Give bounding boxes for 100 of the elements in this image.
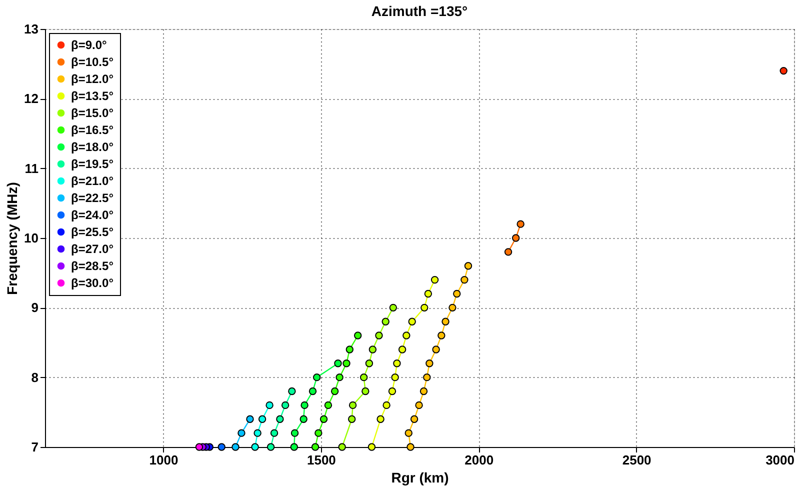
point [448, 304, 456, 312]
y-tick-label: 8 [31, 370, 38, 385]
point [312, 373, 321, 382]
legend-label: β=12.0° [71, 72, 114, 86]
point [365, 360, 374, 368]
point [362, 387, 370, 396]
point [348, 415, 356, 423]
point [460, 276, 468, 284]
legend-label: β=18.0° [71, 140, 114, 154]
point [512, 234, 520, 242]
legend-label: β=30.0° [71, 276, 114, 290]
point [346, 346, 354, 354]
point [246, 415, 254, 423]
y-tick-label: 11 [24, 160, 38, 176]
x-tick-label: 3000 [766, 452, 794, 468]
point [393, 360, 401, 368]
chart-title: Azimuth =135° [371, 3, 468, 19]
x-tick-label: 2500 [622, 452, 652, 468]
point [438, 332, 446, 340]
legend-label: β=28.5° [71, 259, 114, 273]
point [288, 387, 296, 396]
x-axis-title: Rgr (km) [391, 470, 449, 486]
legend-label: β=21.0° [71, 174, 114, 188]
point [420, 304, 428, 312]
point [354, 332, 362, 340]
point [415, 401, 423, 410]
legend-label: β=19.5° [71, 157, 114, 171]
point [453, 290, 461, 298]
legend-label: β=13.5° [71, 89, 114, 103]
point [342, 360, 350, 368]
point [270, 429, 278, 437]
point [375, 332, 383, 340]
point [368, 346, 377, 354]
point [516, 220, 524, 228]
point [281, 401, 290, 410]
point [308, 387, 317, 396]
point [408, 318, 416, 326]
point [266, 401, 274, 410]
y-tick-label: 9 [31, 300, 38, 316]
point [404, 429, 412, 437]
legend-label: β=22.5° [71, 191, 114, 205]
point [320, 415, 328, 423]
point [266, 443, 275, 451]
point [276, 415, 284, 423]
point [424, 290, 432, 298]
point [388, 387, 396, 396]
point [238, 429, 246, 437]
point [410, 415, 418, 423]
point [504, 248, 512, 256]
point [290, 429, 299, 437]
point [360, 373, 368, 382]
point [430, 276, 439, 284]
point [382, 318, 390, 326]
legend-label: β=16.5° [71, 123, 114, 137]
point [258, 415, 266, 423]
point [251, 443, 259, 451]
point [324, 401, 332, 410]
y-axis-title: Frequency (MHz) [4, 182, 20, 295]
point [311, 443, 320, 451]
point [432, 346, 440, 354]
legend-label: β=24.0° [71, 208, 114, 222]
y-tick-label: 13 [24, 22, 38, 36]
point [406, 443, 414, 451]
point [382, 401, 390, 410]
y-tick-label: 10 [24, 230, 38, 246]
x-tick-label: 1000 [149, 452, 178, 468]
point [423, 373, 431, 382]
point [300, 415, 308, 423]
point [300, 401, 308, 410]
point [218, 443, 226, 451]
point [314, 429, 322, 437]
point [290, 443, 298, 451]
point [464, 262, 472, 270]
point [420, 387, 428, 396]
y-tick-label: 12 [24, 91, 38, 106]
point [391, 373, 399, 382]
point [442, 318, 450, 326]
point [330, 387, 339, 396]
y-tick-label: 7 [31, 440, 38, 454]
legend-label: β=10.5° [71, 55, 114, 69]
point [336, 373, 344, 382]
legend-label: β=15.0° [71, 106, 114, 120]
point [254, 429, 262, 437]
x-tick-label: 2000 [464, 452, 494, 468]
x-tick-label: 1500 [306, 452, 336, 468]
point [368, 443, 376, 451]
point [426, 360, 434, 368]
point [389, 304, 398, 312]
point [338, 443, 346, 451]
point [334, 360, 342, 368]
legend-label: β=25.5° [71, 225, 114, 239]
point [348, 401, 357, 410]
legend-label: β=9.0° [71, 38, 108, 52]
point [195, 443, 204, 451]
point [402, 332, 410, 340]
legend-label: β=27.0° [71, 242, 114, 256]
point [780, 66, 788, 75]
point [398, 346, 406, 354]
point [376, 415, 384, 423]
point [232, 443, 240, 451]
